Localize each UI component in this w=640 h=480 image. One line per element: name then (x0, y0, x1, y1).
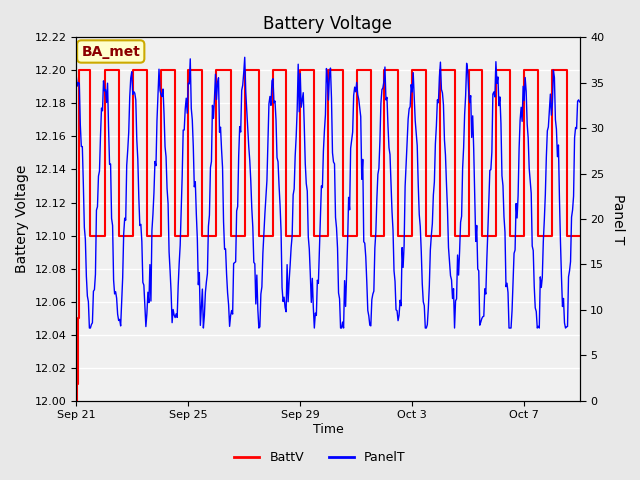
Legend: BattV, PanelT: BattV, PanelT (229, 446, 411, 469)
Title: Battery Voltage: Battery Voltage (264, 15, 392, 33)
Y-axis label: Battery Voltage: Battery Voltage (15, 165, 29, 273)
X-axis label: Time: Time (312, 423, 343, 436)
Y-axis label: Panel T: Panel T (611, 194, 625, 244)
Text: BA_met: BA_met (81, 45, 140, 59)
